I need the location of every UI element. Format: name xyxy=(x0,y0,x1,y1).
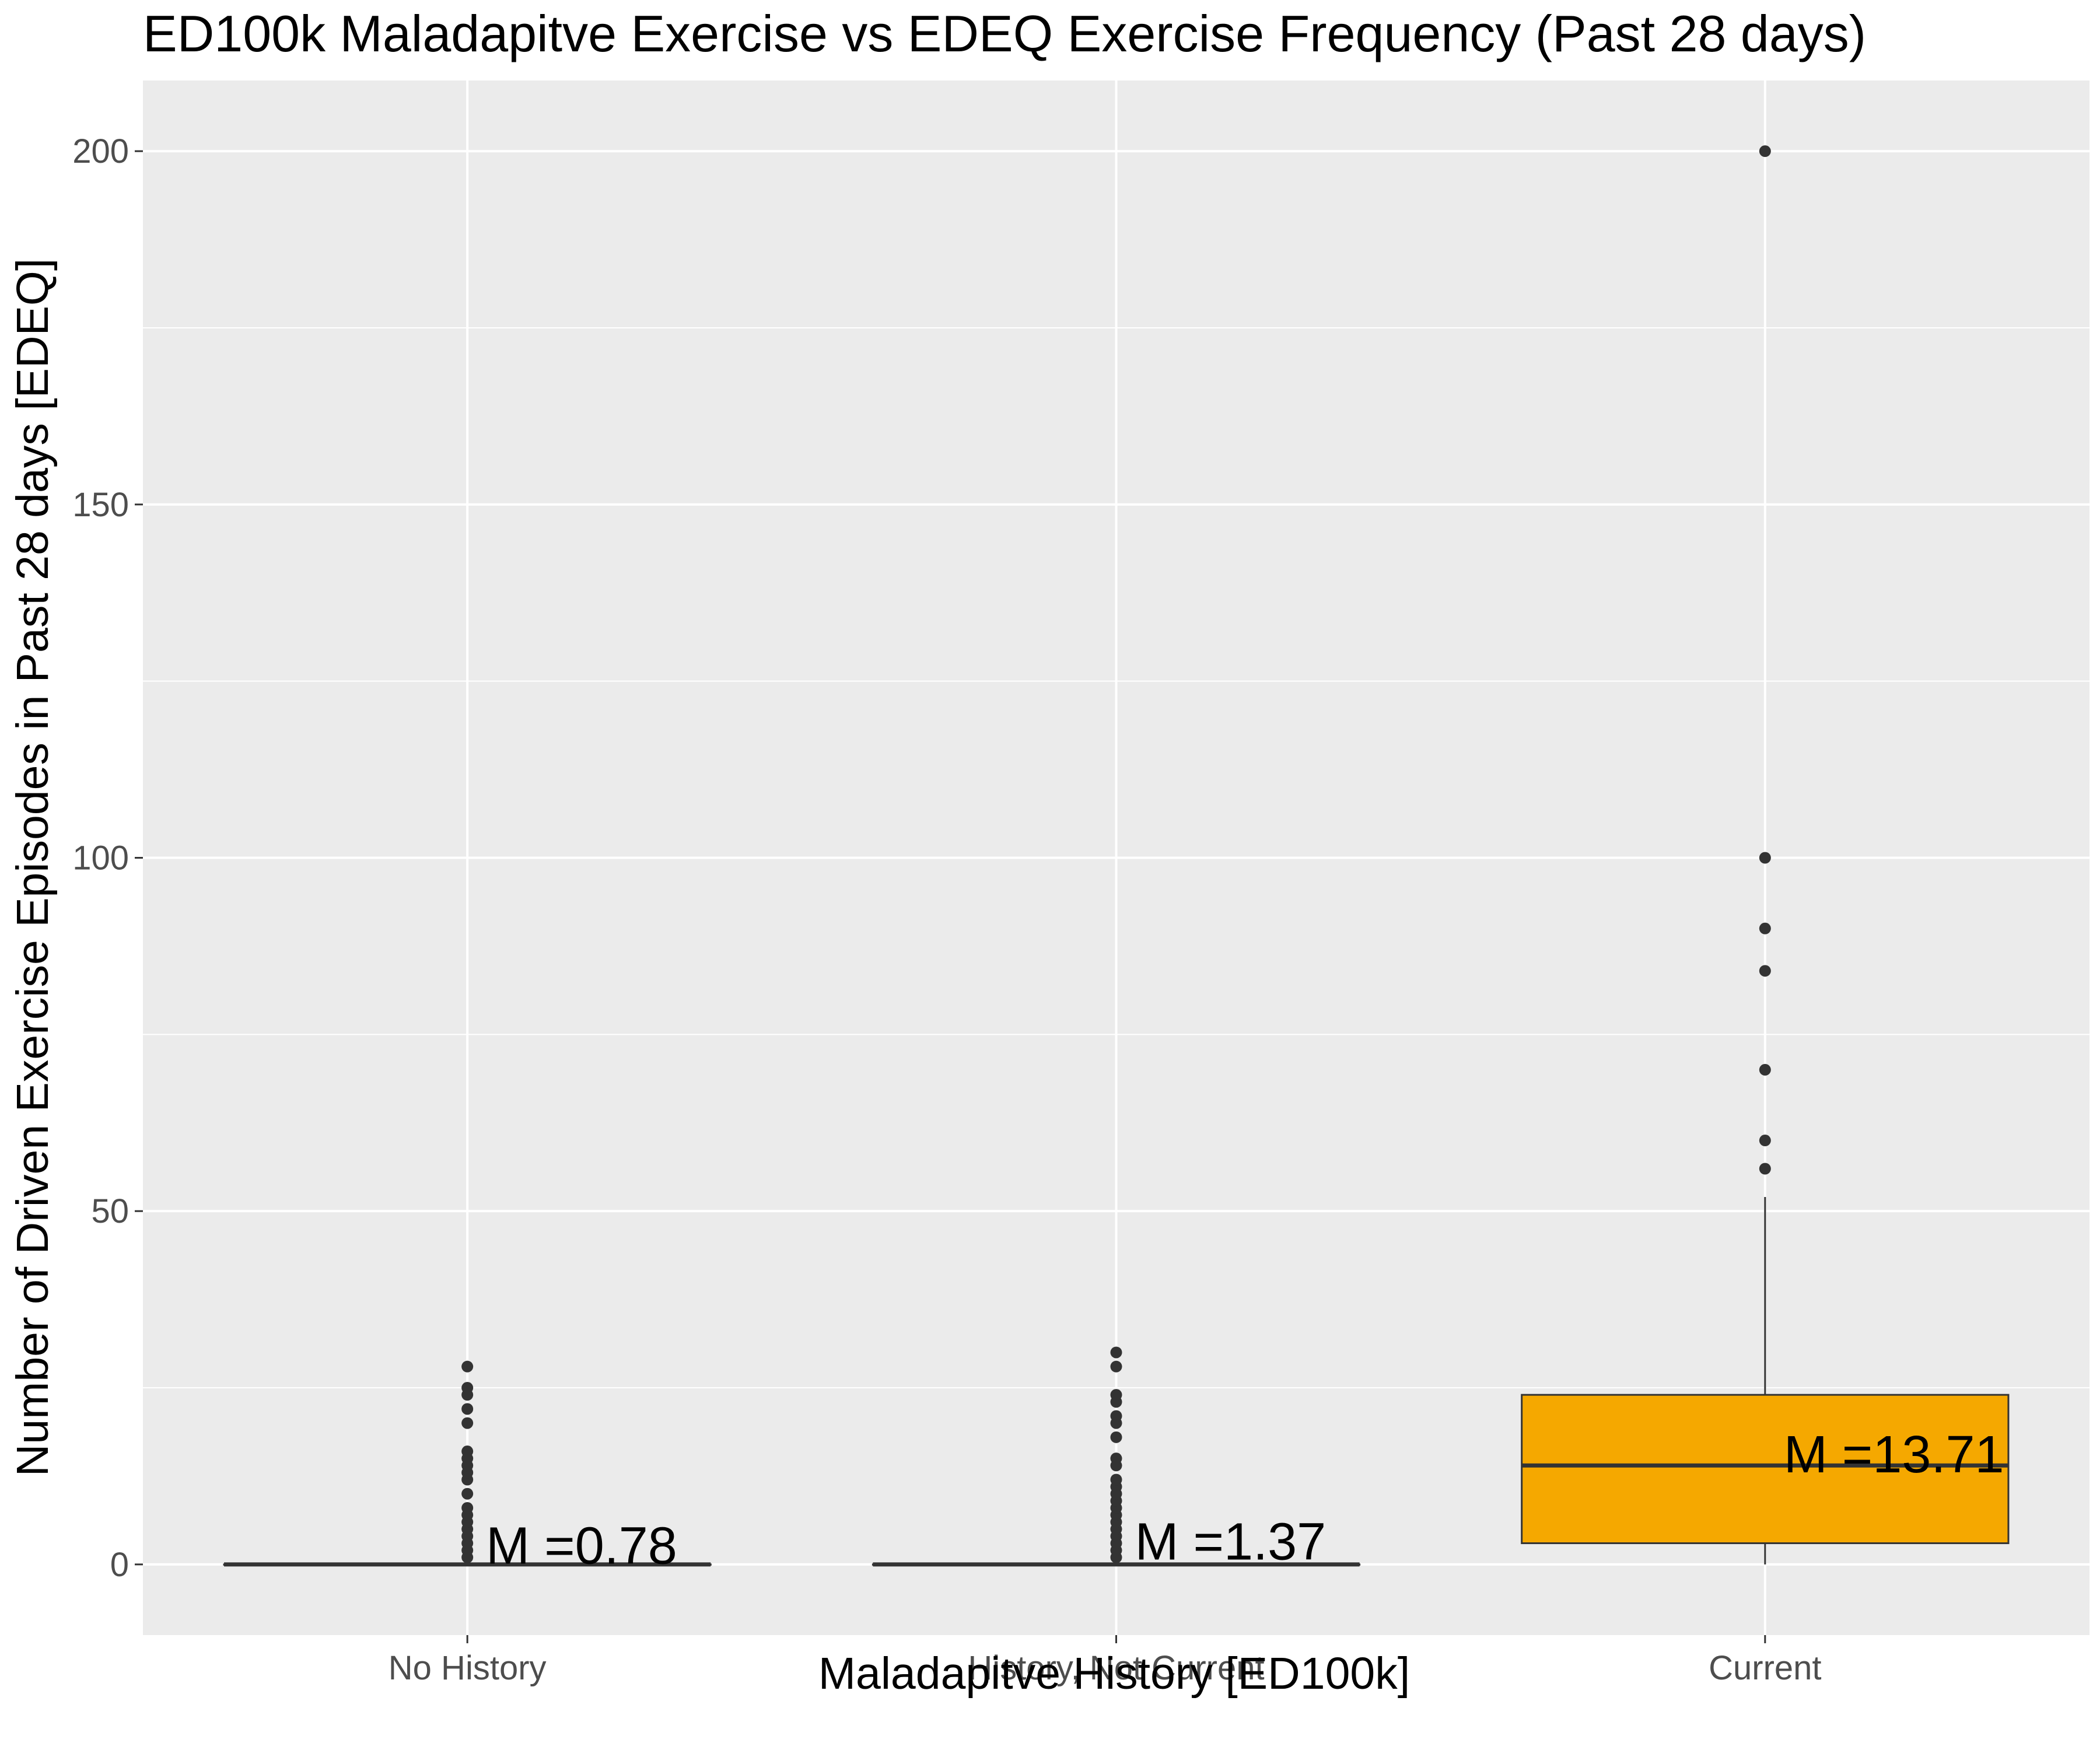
outlier-point xyxy=(461,1502,474,1514)
box xyxy=(1521,1394,2010,1545)
outlier-point xyxy=(461,1488,474,1500)
outlier-point xyxy=(1759,1135,1771,1147)
outlier-point xyxy=(1110,1410,1122,1422)
outlier-point xyxy=(461,1446,474,1458)
mean-label: M =13.71 xyxy=(1784,1426,2004,1484)
chart-title: ED100k Maladapitve Exercise vs EDEQ Exer… xyxy=(143,5,1866,62)
outlier-points xyxy=(461,145,1771,1563)
outlier-point xyxy=(1759,922,1771,935)
x-axis-ticks: No History History, Not Current Current xyxy=(388,1635,1822,1687)
outlier-point xyxy=(1110,1346,1122,1359)
y-axis-ticks: 0 50 100 150 200 xyxy=(72,132,143,1584)
y-tick-label: 100 xyxy=(72,839,129,877)
mean-labels: M =0.78 M =1.37 M =13.71 xyxy=(486,1426,2004,1576)
y-tick-label: 150 xyxy=(72,486,129,524)
outlier-point xyxy=(1110,1360,1122,1373)
outlier-point xyxy=(1110,1452,1122,1465)
x-tick-label: No History xyxy=(388,1649,547,1687)
outlier-point xyxy=(1759,965,1771,977)
outlier-point xyxy=(1110,1474,1122,1486)
mean-label: M =1.37 xyxy=(1135,1513,1326,1571)
outlier-point xyxy=(461,1403,474,1415)
y-axis-title: Number of Driven Exercise Episodes in Pa… xyxy=(8,258,58,1476)
x-tick-label: Current xyxy=(1709,1649,1821,1687)
y-tick-label: 0 xyxy=(110,1546,129,1584)
y-tick-label: 50 xyxy=(91,1192,129,1230)
outlier-point xyxy=(1759,1163,1771,1175)
outlier-point xyxy=(1759,1063,1771,1076)
mean-label: M =0.78 xyxy=(486,1517,677,1575)
x-tick-label: History, Not Current xyxy=(968,1649,1264,1687)
outlier-point xyxy=(1110,1431,1122,1443)
outlier-point xyxy=(461,1360,474,1373)
y-tick-label: 200 xyxy=(72,132,129,170)
outlier-point xyxy=(1759,852,1771,864)
outlier-point xyxy=(1110,1389,1122,1401)
x-axis-title: Maladapitve History [ED100k] xyxy=(818,1648,1410,1699)
outlier-point xyxy=(461,1417,474,1429)
outlier-point xyxy=(1759,145,1771,158)
boxes xyxy=(223,1196,2010,1567)
outlier-point xyxy=(461,1382,474,1394)
